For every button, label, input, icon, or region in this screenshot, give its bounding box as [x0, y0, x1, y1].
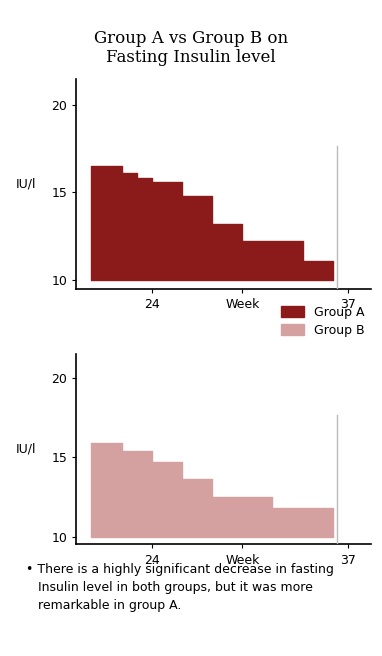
Text: Group A vs Group B on
Fasting Insulin level: Group A vs Group B on Fasting Insulin le… — [94, 30, 288, 66]
Text: • There is a highly significant decrease in fasting
   Insulin level in both gro: • There is a highly significant decrease… — [26, 563, 334, 611]
Y-axis label: IU/l: IU/l — [16, 177, 37, 190]
Y-axis label: IU/l: IU/l — [16, 443, 37, 456]
Legend: Group A, Group B: Group A, Group B — [281, 306, 364, 337]
